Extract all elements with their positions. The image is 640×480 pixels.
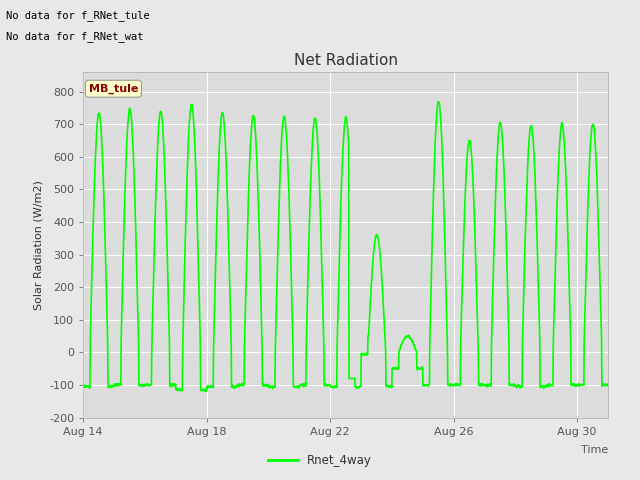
Text: No data for f_RNet_wat: No data for f_RNet_wat [6, 31, 144, 42]
Legend: Rnet_4way: Rnet_4way [264, 449, 376, 472]
Text: MB_tule: MB_tule [89, 84, 138, 94]
Text: No data for f_RNet_tule: No data for f_RNet_tule [6, 10, 150, 21]
Y-axis label: Solar Radiation (W/m2): Solar Radiation (W/m2) [33, 180, 44, 310]
Text: Time: Time [580, 445, 608, 455]
Title: Net Radiation: Net Radiation [294, 53, 397, 68]
